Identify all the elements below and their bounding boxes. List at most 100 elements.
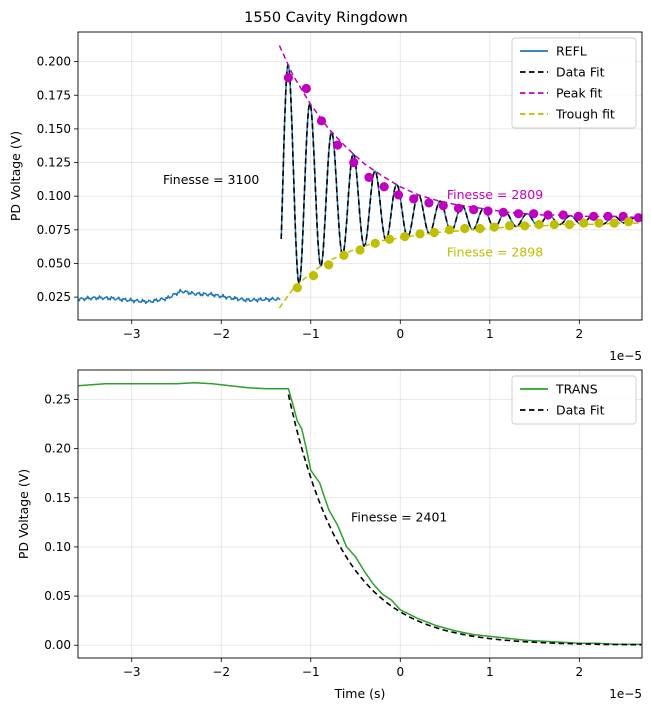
peak-point [603,211,613,221]
trough-point [609,218,619,228]
peak-point [573,211,584,221]
trans-x-axis-label: Time (s) [334,686,386,701]
x-tick-label: −3 [123,665,141,679]
y-tick-label: 0.150 [37,122,71,136]
y-tick-label: 0.05 [44,589,71,603]
trough-point [384,234,395,244]
x-tick-label: −1 [302,665,320,679]
refl-legend: REFL Data Fit Peak fit Trough fit [511,37,637,129]
trans-legend: TRANS Data Fit [511,375,637,425]
y-tick-label: 0.075 [37,223,71,237]
legend-label: REFL [556,44,587,59]
y-tick-label: 0.100 [37,189,71,203]
trough-point [429,227,439,238]
legend-box [511,37,637,129]
peak-point [453,203,464,213]
refl-baseline-line [78,288,281,305]
y-tick-label: 0.10 [44,540,71,554]
trough-point [444,225,455,235]
trans-line [78,382,642,645]
x-tick-label: −1 [302,327,320,341]
trough-point [324,260,334,270]
x-tick-label: −3 [123,327,141,341]
trough-point [504,221,515,231]
finesse-annotation: Finesse = 2809 [447,187,543,202]
refl-x-offset-label: 1e−5 [609,349,642,363]
trough-point [623,217,634,227]
peak-point [409,194,419,204]
trough-point [339,250,349,261]
trough-point [489,222,499,232]
x-tick-label: −2 [212,327,230,341]
trough-point [292,283,302,293]
peak-point [513,209,524,219]
trough-point [534,219,544,230]
trans-x-offset-label: 1e−5 [609,687,642,701]
y-tick-label: 0.00 [44,638,71,652]
trans-data-fit-line [287,394,642,646]
grid-lines [78,32,642,320]
plot-series [78,45,642,309]
trough-point [415,229,425,239]
refl-plot-area [77,31,643,321]
x-tick-label: 1 [486,327,494,341]
y-tick-label: 0.20 [44,442,71,456]
legend-label: Data Fit [556,65,605,80]
legend-label: Data Fit [556,403,605,418]
trough-point [564,219,575,230]
peak-point [558,210,568,220]
peak-point [543,210,553,220]
y-tick-label: 0.050 [37,256,71,270]
finesse-annotation: Finesse = 2898 [447,245,543,260]
trough-point [370,238,380,248]
trough-point [460,223,470,234]
trough-point [579,218,589,228]
peak-point [483,206,493,216]
peak-point [393,190,404,200]
peak-fit-line [278,45,642,219]
peak-point [316,116,327,126]
trans-panel: PD Voltage (V) Time (s) 1e−5 TRANS Data F… [16,369,643,701]
y-tick-label: 0.15 [44,491,71,505]
x-tick-label: 2 [576,327,584,341]
chart-title: 1550 Cavity Ringdown [244,10,408,26]
refl-panel: PD Voltage (V) 1e−5 REFL Data Fit Peak fit… [8,31,643,363]
trans-plot-area [77,369,643,659]
y-tick-label: 0.125 [37,156,71,170]
legend-label: Trough fit [555,107,615,122]
plot-series [78,382,642,646]
y-tick-label: 0.200 [37,55,71,69]
finesse-annotation: Finesse = 2401 [351,509,447,524]
peak-point [379,182,389,192]
grid-lines [78,370,642,658]
peak-point [349,157,359,168]
y-tick-label: 0.175 [37,88,71,102]
x-tick-label: 0 [396,327,404,341]
y-tick-label: 0.025 [37,290,71,304]
peak-point [301,83,311,94]
peak-point [424,198,434,208]
peak-point [589,211,599,221]
legend-label: Peak fit [556,86,603,101]
peak-point [529,209,539,219]
legend-box [511,375,637,425]
finesse-annotation: Finesse = 3100 [163,172,259,187]
trough-point [549,219,559,230]
x-tick-label: 1 [486,665,494,679]
x-tick-label: 0 [396,665,404,679]
peak-point [283,73,293,83]
peak-point [498,207,508,217]
trough-point [355,245,365,255]
peak-point [438,201,448,211]
x-tick-label: −2 [212,665,230,679]
peak-point [469,205,479,215]
trough-point [400,231,410,242]
trough-point [520,221,530,231]
trough-point [308,270,319,281]
peak-point [633,213,642,223]
trough-point [475,223,485,234]
y-tick-label: 0.25 [44,392,71,406]
x-tick-label: 2 [576,665,584,679]
peak-point [333,140,343,150]
